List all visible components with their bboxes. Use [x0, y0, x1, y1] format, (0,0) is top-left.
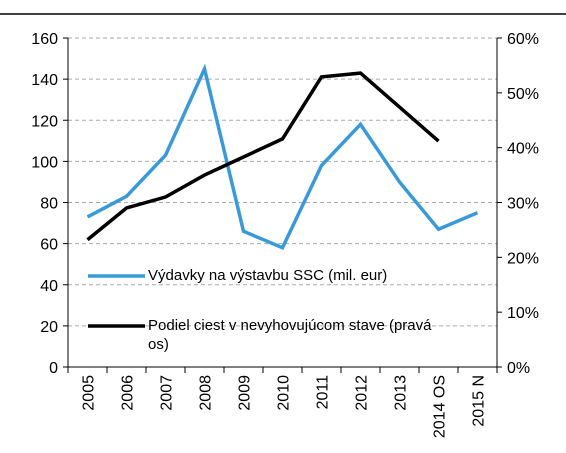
data-line	[86, 63, 479, 251]
legend-label: Podiel ciest v nevyhovujúcom stave (prav…	[148, 317, 432, 353]
x-tick-label: 2007	[159, 375, 176, 411]
y-tick-label: 60	[40, 237, 58, 254]
y-tick-label: 40	[40, 278, 58, 295]
y-tick-label: 0	[49, 360, 58, 377]
y-tick-label: 20	[40, 319, 58, 336]
y2-tick-label: 20%	[507, 250, 539, 267]
y-tick-label: 120	[31, 113, 58, 130]
y2-tick-label: 50%	[507, 86, 539, 103]
x-tick-label: 2010	[276, 375, 293, 411]
data-line	[86, 71, 440, 242]
x-tick-label: 2009	[237, 375, 254, 411]
y-tick-label: 160	[31, 31, 58, 48]
x-tick-label: 2006	[120, 375, 137, 411]
x-tick-label: 2005	[81, 375, 98, 411]
y2-tick-label: 60%	[507, 31, 539, 48]
y-tick-label: 140	[31, 72, 58, 89]
x-tick-label: 2008	[198, 375, 215, 411]
y-tick-label: 100	[31, 154, 58, 171]
y2-tick-label: 30%	[507, 196, 539, 213]
y-tick-label: 80	[40, 196, 58, 213]
legend-label: Výdavky na výstavbu SSC (mil. eur)	[148, 267, 388, 284]
x-tick-label: 2015 N	[471, 375, 488, 427]
x-tick-label: 2011	[315, 375, 332, 410]
y2-tick-label: 0%	[507, 360, 530, 377]
y2-tick-label: 10%	[507, 305, 539, 322]
x-tick-label: 2014 OS	[432, 375, 449, 438]
y2-tick-label: 40%	[507, 141, 539, 158]
x-tick-label: 2013	[393, 375, 410, 411]
x-tick-label: 2012	[354, 375, 371, 411]
